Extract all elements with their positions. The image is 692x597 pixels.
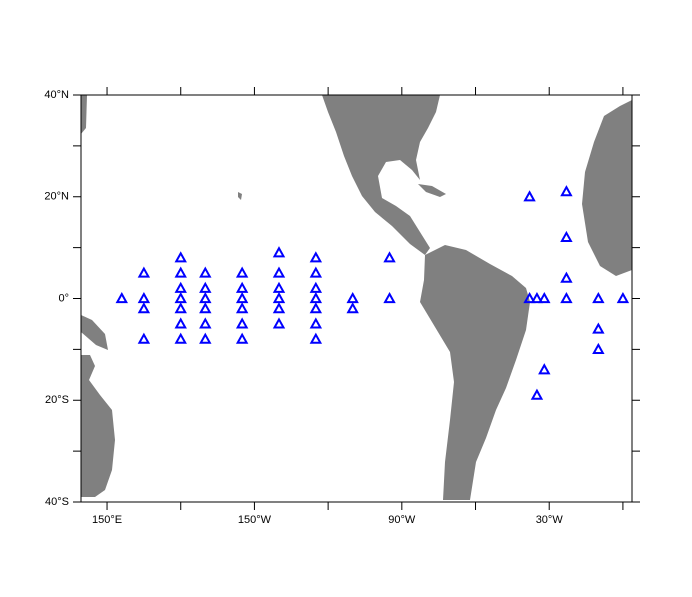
new-guinea xyxy=(81,315,108,350)
station-marker xyxy=(115,291,128,304)
station-marker xyxy=(383,251,396,263)
x-tick-label: 150°W xyxy=(238,514,272,526)
station-marker xyxy=(592,291,605,304)
station-marker xyxy=(272,302,286,314)
hawaii xyxy=(238,192,242,200)
station-marker xyxy=(137,266,151,278)
station-marker xyxy=(523,190,536,202)
station-marker xyxy=(538,291,551,304)
station-marker xyxy=(272,317,286,329)
x-tick-label: 90°W xyxy=(388,514,416,526)
station-marker xyxy=(235,332,249,344)
x-tick-label: 30°W xyxy=(536,514,564,526)
cuba xyxy=(418,184,446,197)
station-marker xyxy=(174,251,187,263)
station-marker xyxy=(616,291,630,304)
station-marker xyxy=(346,291,359,304)
station-marker xyxy=(346,302,359,314)
y-tick-label: 0° xyxy=(58,292,69,304)
station-marker xyxy=(174,332,187,344)
station-marker xyxy=(137,291,151,304)
station-marker xyxy=(560,271,573,283)
station-marker xyxy=(592,322,605,334)
station-marker xyxy=(560,291,573,304)
station-marker xyxy=(174,291,187,304)
station-marker xyxy=(199,317,212,329)
station-marker xyxy=(272,266,286,278)
station-marker xyxy=(592,342,605,354)
station-marker xyxy=(538,363,551,375)
south-america xyxy=(420,245,530,500)
station-marker xyxy=(199,281,212,293)
africa xyxy=(582,100,632,276)
station-marker xyxy=(137,302,151,314)
station-marker xyxy=(137,332,151,344)
station-marker xyxy=(309,266,323,278)
station-marker xyxy=(174,281,187,293)
station-marker xyxy=(199,302,212,314)
y-tick-label: 20°S xyxy=(45,394,69,406)
station-marker xyxy=(174,317,187,329)
station-marker xyxy=(272,246,286,258)
station-marker xyxy=(309,281,323,293)
station-marker xyxy=(309,302,323,314)
station-marker xyxy=(272,281,286,293)
australia xyxy=(81,355,115,497)
asia xyxy=(81,95,87,134)
station-marker xyxy=(235,291,249,304)
station-marker xyxy=(309,332,323,344)
station-marker xyxy=(199,291,212,304)
station-marker xyxy=(560,185,573,197)
station-marker xyxy=(174,266,187,278)
station-marker xyxy=(199,332,212,344)
station-marker xyxy=(309,291,323,304)
station-marker xyxy=(235,266,249,278)
land xyxy=(81,95,632,500)
station-marker xyxy=(309,251,323,263)
station-marker xyxy=(174,302,187,314)
north-america xyxy=(322,95,440,255)
station-marker xyxy=(235,281,249,293)
station-marker xyxy=(560,230,573,243)
station-marker xyxy=(383,291,396,304)
x-tick-label: 150°E xyxy=(92,514,122,526)
station-marker xyxy=(272,291,286,304)
station-marker xyxy=(235,317,249,329)
y-tick-label: 40°N xyxy=(44,89,69,101)
station-marker xyxy=(523,291,536,304)
station-marker xyxy=(530,388,544,400)
y-tick-label: 20°N xyxy=(44,191,69,203)
station-marker xyxy=(235,302,249,314)
y-tick-label: 40°S xyxy=(45,496,69,508)
station-marker xyxy=(199,266,212,278)
station-marker xyxy=(530,291,544,304)
station-marker xyxy=(309,317,323,329)
